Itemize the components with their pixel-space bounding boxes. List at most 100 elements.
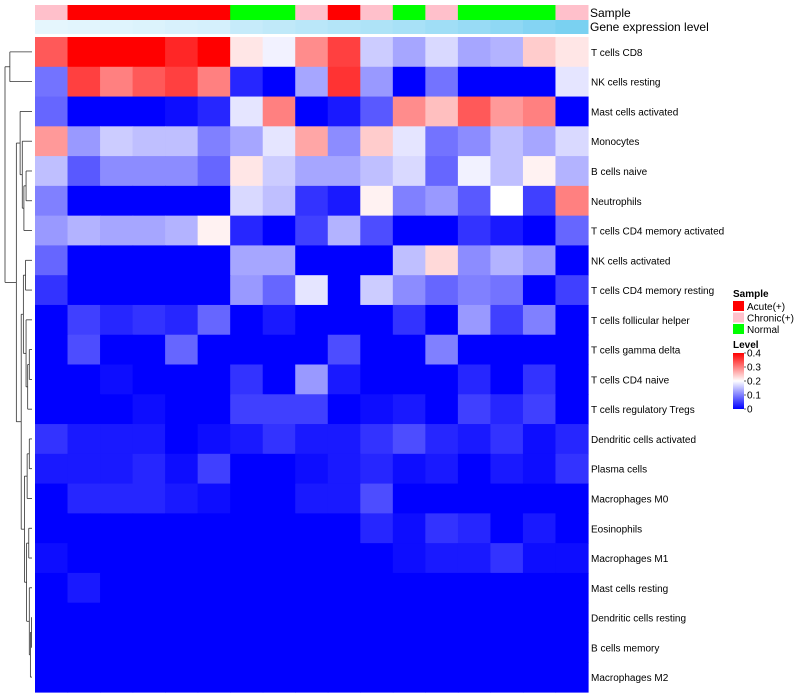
heatmap-cell [392,364,426,395]
expression-annotation-cell [100,20,134,34]
heatmap-cell [100,483,134,514]
heatmap-cell [392,304,426,336]
heatmap-cell [327,602,361,634]
heatmap-cell [425,424,459,455]
heatmap-cell [100,513,134,544]
heatmap-cell [392,126,426,157]
expression-annotation-cell [67,20,101,34]
heatmap-cell [197,364,231,395]
heatmap-cell [490,513,524,544]
heatmap-cell [327,275,361,306]
heatmap-cell [132,126,166,157]
heatmap-cell [197,632,231,663]
sample-annotation-cell [67,5,101,20]
heatmap-cell [197,185,231,217]
heatmap-cell [67,245,101,276]
heatmap-cell [457,215,492,247]
heatmap-cell [230,632,264,663]
heatmap-cell [165,185,199,217]
heatmap-cell [35,483,69,514]
heatmap-cell [35,662,69,693]
heatmap-cell [262,156,296,187]
heatmap-cell [197,215,231,247]
heatmap-cell [165,215,199,247]
row-label: T cells CD8 [591,48,643,59]
heatmap-cell [327,513,361,544]
heatmap-cell [67,275,101,306]
heatmap-cell [327,66,361,98]
heatmap-cell [555,334,589,366]
heatmap-cell [490,37,524,68]
heatmap-cell [197,602,231,634]
heatmap-cell [522,602,557,634]
heatmap-cell [262,215,296,247]
heatmap-cell [522,334,557,366]
heatmap-cell [392,96,426,127]
heatmap-cell [165,156,199,187]
heatmap-cell [555,37,589,68]
heatmap-cell [132,364,166,395]
heatmap-cell [555,364,589,395]
heatmap-cell [197,334,231,366]
heatmap-cell [555,483,589,514]
row-label: Neutrophils [591,197,642,208]
sample-annotation-cell [132,5,166,20]
heatmap-cell [490,602,524,634]
heatmap-cell [392,602,426,634]
heatmap-cell [490,572,524,604]
expression-annotation-cell [360,20,394,34]
heatmap-cell [197,483,231,514]
row-label: Monocytes [591,137,639,148]
legend-level-tick-label: 0.1 [747,391,761,402]
heatmap-cell [457,37,492,68]
heatmap-cell [555,126,589,157]
heatmap-cell [490,96,524,127]
heatmap-cell [100,156,134,187]
heatmap-cell [295,334,329,366]
heatmap-cell [457,304,492,336]
heatmap-cell [490,394,524,425]
heatmap-cell [457,602,492,634]
row-label: NK cells activated [591,256,670,267]
heatmap-cell [522,215,557,247]
heatmap-cell [197,245,231,276]
heatmap-cell [327,543,361,574]
heatmap-cell [425,453,459,485]
sample-annotation-cell [262,5,296,20]
heatmap-cell [165,364,199,395]
heatmap-cell [522,275,557,306]
row-label: B cells memory [591,643,659,654]
heatmap-cell [360,66,394,98]
row-label: T cells CD4 memory activated [591,227,724,238]
heatmap-cell [262,245,296,276]
heatmap-cell [197,543,231,574]
heatmap-cell [295,602,329,634]
heatmap-cell [425,572,459,604]
legend-sample-title: Sample [733,289,769,300]
heatmap-cell [67,632,101,663]
heatmap-cell [262,453,296,485]
heatmap-cell [67,543,101,574]
heatmap-cell [132,483,166,514]
heatmap-cell [67,424,101,455]
legend-sample-label: Chronic(+) [747,314,794,325]
heatmap-cell [35,245,69,276]
heatmap-cell [262,185,296,217]
heatmap-cells [35,37,589,693]
heatmap-cell [360,662,394,693]
heatmap-cell [230,483,264,514]
heatmap-cell [35,424,69,455]
heatmap-cell [100,424,134,455]
row-label: B cells naive [591,167,648,178]
heatmap-cell [555,156,589,187]
heatmap-cell [360,394,394,425]
heatmap-cell [35,632,69,663]
heatmap-cell [100,543,134,574]
heatmap-cell [490,453,524,485]
heatmap-cell [132,245,166,276]
heatmap-cell [425,156,459,187]
heatmap-cell [165,334,199,366]
heatmap-cell [197,156,231,187]
heatmap-cell [165,96,199,127]
heatmap-cell [67,364,101,395]
